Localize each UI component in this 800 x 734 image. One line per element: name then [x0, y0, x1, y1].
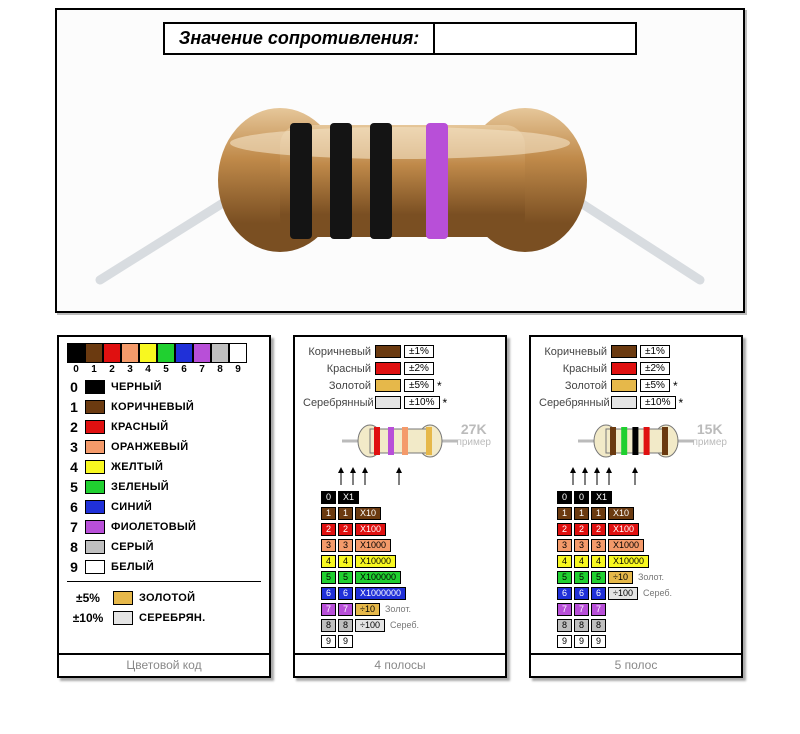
- color-row: 3ОРАНЖЕВЫЙ: [67, 437, 261, 457]
- multiplier-row: 444X10000: [557, 553, 733, 569]
- color-strip-cell[interactable]: 6: [175, 343, 193, 363]
- resistance-value: [435, 24, 635, 53]
- multiplier-row: 22X100: [321, 521, 497, 537]
- color-row: 1КОРИЧНЕВЫЙ: [67, 397, 261, 417]
- tolerance-entry: Золотой±5%*: [539, 377, 733, 394]
- tolerance-row: ±10%СЕРЕБРЯН.: [67, 608, 261, 628]
- tolerance-entry: Красный±2%: [539, 360, 733, 377]
- multiplier-row: 999: [557, 633, 733, 649]
- color-list: 0ЧЕРНЫЙ1КОРИЧНЕВЫЙ2КРАСНЫЙ3ОРАНЖЕВЫЙ4ЖЕЛ…: [67, 377, 261, 577]
- multiplier-row: 222X100: [557, 521, 733, 537]
- color-row: 5ЗЕЛЕНЫЙ: [67, 477, 261, 497]
- four-band-example-value: 27K: [456, 423, 491, 436]
- multiplier-row: 77÷10Золот.: [321, 601, 497, 617]
- multiplier-row: 777: [557, 601, 733, 617]
- color-strip-cell[interactable]: 8: [211, 343, 229, 363]
- tolerance-row: ±5%ЗОЛОТОЙ: [67, 588, 261, 608]
- color-strip-cell[interactable]: 1: [85, 343, 103, 363]
- four-band-panel: Коричневый±1%Красный±2%Золотой±5%*Серебр…: [293, 335, 507, 678]
- five-band-example-label: пример: [692, 436, 727, 449]
- five-band-multipliers: 00X1111X10222X100333X1000444X10000555÷10…: [539, 489, 733, 649]
- tolerance-entry: Красный±2%: [303, 360, 497, 377]
- resistance-display-frame: Значение сопротивления:: [55, 8, 745, 313]
- tolerance-entry: Золотой±5%*: [303, 377, 497, 394]
- multiplier-row: 88÷100Сереб.: [321, 617, 497, 633]
- multiplier-row: 111X10: [557, 505, 733, 521]
- color-strip: 0123456789: [67, 343, 261, 363]
- color-code-title: Цветовой код: [59, 653, 269, 676]
- multiplier-row: 555÷10Золот.: [557, 569, 733, 585]
- multiplier-row: 888: [557, 617, 733, 633]
- multiplier-row: 66X1000000: [321, 585, 497, 601]
- tolerance-extras: ±5%ЗОЛОТОЙ±10%СЕРЕБРЯН.: [67, 588, 261, 628]
- tolerance-entry: Серебрянный±10%*: [303, 394, 497, 411]
- five-band-example-value: 15K: [692, 423, 727, 436]
- five-band-tolerance: Коричневый±1%Красный±2%Золотой±5%*Серебр…: [539, 343, 733, 411]
- multiplier-header: 00X1: [557, 489, 733, 505]
- multiplier-row: 44X10000: [321, 553, 497, 569]
- color-code-panel: 0123456789 0ЧЕРНЫЙ1КОРИЧНЕВЫЙ2КРАСНЫЙ3ОР…: [57, 335, 271, 678]
- color-row: 4ЖЕЛТЫЙ: [67, 457, 261, 477]
- four-band-example-label: пример: [456, 436, 491, 449]
- resistor-illustration: [77, 65, 723, 295]
- five-band-title: 5 полос: [531, 653, 741, 676]
- resistance-label: Значение сопротивления:: [165, 24, 435, 53]
- color-row: 0ЧЕРНЫЙ: [67, 377, 261, 397]
- tolerance-entry: Коричневый±1%: [539, 343, 733, 360]
- color-strip-cell[interactable]: 3: [121, 343, 139, 363]
- five-band-panel: Коричневый±1%Красный±2%Золотой±5%*Серебр…: [529, 335, 743, 678]
- color-row: 2КРАСНЫЙ: [67, 417, 261, 437]
- multiplier-row: 33X1000: [321, 537, 497, 553]
- multiplier-row: 333X1000: [557, 537, 733, 553]
- color-row: 6СИНИЙ: [67, 497, 261, 517]
- color-strip-cell[interactable]: 7: [193, 343, 211, 363]
- four-band-multipliers: 0X111X1022X10033X100044X1000055X10000066…: [303, 489, 497, 649]
- four-band-tolerance: Коричневый±1%Красный±2%Золотой±5%*Серебр…: [303, 343, 497, 411]
- multiplier-row: 99: [321, 633, 497, 649]
- color-strip-cell[interactable]: 9: [229, 343, 247, 363]
- multiplier-row: 55X100000: [321, 569, 497, 585]
- resistance-header: Значение сопротивления:: [163, 22, 637, 55]
- four-band-title: 4 полосы: [295, 653, 505, 676]
- color-row: 8СЕРЫЙ: [67, 537, 261, 557]
- multiplier-header: 0X1: [321, 489, 497, 505]
- color-strip-cell[interactable]: 2: [103, 343, 121, 363]
- multiplier-row: 11X10: [321, 505, 497, 521]
- color-strip-cell[interactable]: 5: [157, 343, 175, 363]
- multiplier-row: 666÷100Сереб.: [557, 585, 733, 601]
- color-strip-cell[interactable]: 0: [67, 343, 85, 363]
- color-strip-cell[interactable]: 4: [139, 343, 157, 363]
- color-row: 7ФИОЛЕТОВЫЙ: [67, 517, 261, 537]
- color-row: 9БЕЛЫЙ: [67, 557, 261, 577]
- tolerance-entry: Серебрянный±10%*: [539, 394, 733, 411]
- tolerance-entry: Коричневый±1%: [303, 343, 497, 360]
